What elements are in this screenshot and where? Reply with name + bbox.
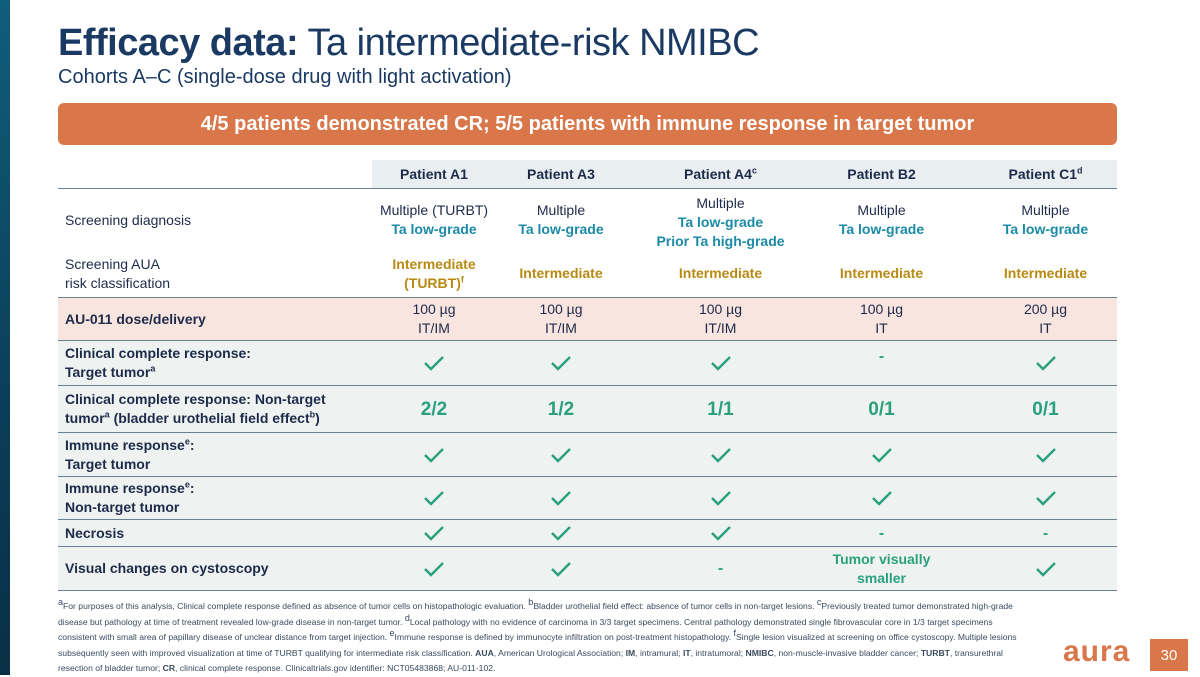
aura-logo: aura	[1063, 635, 1131, 668]
check-icon	[551, 526, 571, 541]
table-row-screening-diagnosis: Screening diagnosis Multiple (TURBT) Ta l…	[58, 190, 1117, 250]
header-patient-a4: Patient A4c	[684, 164, 757, 182]
check-icon	[424, 356, 444, 371]
check-icon	[551, 356, 571, 371]
check-icon	[551, 447, 571, 463]
table-row-necrosis: Necrosis - -	[58, 520, 1117, 547]
row-label: Immune responsee: Non-target tumor	[65, 479, 195, 515]
check-icon	[710, 491, 731, 506]
table-row-ccr-nontarget: Clinical complete response: Non-target tu…	[58, 386, 1117, 433]
check-icon	[871, 447, 892, 463]
check-icon	[1035, 491, 1056, 506]
header-patient-a3: Patient A3	[527, 165, 595, 182]
table-row-immune-nontarget: Immune responsee: Non-target tumor	[58, 477, 1117, 520]
check-icon	[424, 491, 444, 506]
check-icon	[1035, 356, 1056, 371]
table-row-ccr-target: Clinical complete response: Target tumora…	[58, 341, 1117, 386]
check-icon	[1035, 561, 1056, 577]
check-icon	[424, 561, 444, 577]
row-label: Screening AUA risk classification	[65, 255, 171, 291]
check-icon	[710, 526, 731, 541]
row-label: Screening diagnosis	[65, 211, 192, 228]
header-patient-c1: Patient C1d	[1008, 164, 1083, 182]
page-number: 30	[1150, 639, 1188, 671]
check-icon	[1035, 447, 1056, 463]
page-subtitle: Cohorts A–C (single-dose drug with light…	[58, 66, 512, 88]
table-row-dose: AU-011 dose/delivery 100 µg IT/IM 100 µg I…	[58, 298, 1117, 341]
summary-banner: 4/5 patients demonstrated CR; 5/5 patien…	[58, 103, 1117, 145]
table-row-aua-risk: Screening AUA risk classification Interme…	[58, 250, 1117, 298]
row-label: Immune responsee: Target tumor	[65, 435, 195, 472]
page-title: Efficacy data: Ta intermediate-risk NMIB…	[58, 22, 760, 64]
header-patient-b2: Patient B2	[847, 165, 916, 182]
check-icon	[871, 491, 892, 506]
row-label: AU-011 dose/delivery	[65, 310, 206, 327]
check-icon	[424, 447, 444, 463]
check-icon	[424, 526, 444, 541]
table-row-visual-changes: Visual changes on cystoscopy - Tumor vis…	[58, 547, 1117, 591]
header-patient-a1: Patient A1	[400, 165, 468, 182]
left-accent-bar	[0, 0, 10, 675]
check-icon	[551, 561, 571, 577]
row-label: Clinical complete response: Target tumora	[65, 345, 251, 380]
row-label: Visual changes on cystoscopy	[65, 560, 269, 576]
footnotes: aFor purposes of this analysis, Clinical…	[58, 597, 1017, 673]
row-label: Necrosis	[65, 524, 125, 541]
check-icon	[551, 491, 571, 506]
check-icon	[710, 447, 731, 463]
check-icon	[710, 356, 731, 371]
row-label: Clinical complete response: Non-target tu…	[65, 391, 326, 426]
table-row-immune-target: Immune responsee: Target tumor	[58, 433, 1117, 477]
table-header-row: Patient A1 Patient A3 Patient A4c Patien…	[58, 160, 1117, 189]
